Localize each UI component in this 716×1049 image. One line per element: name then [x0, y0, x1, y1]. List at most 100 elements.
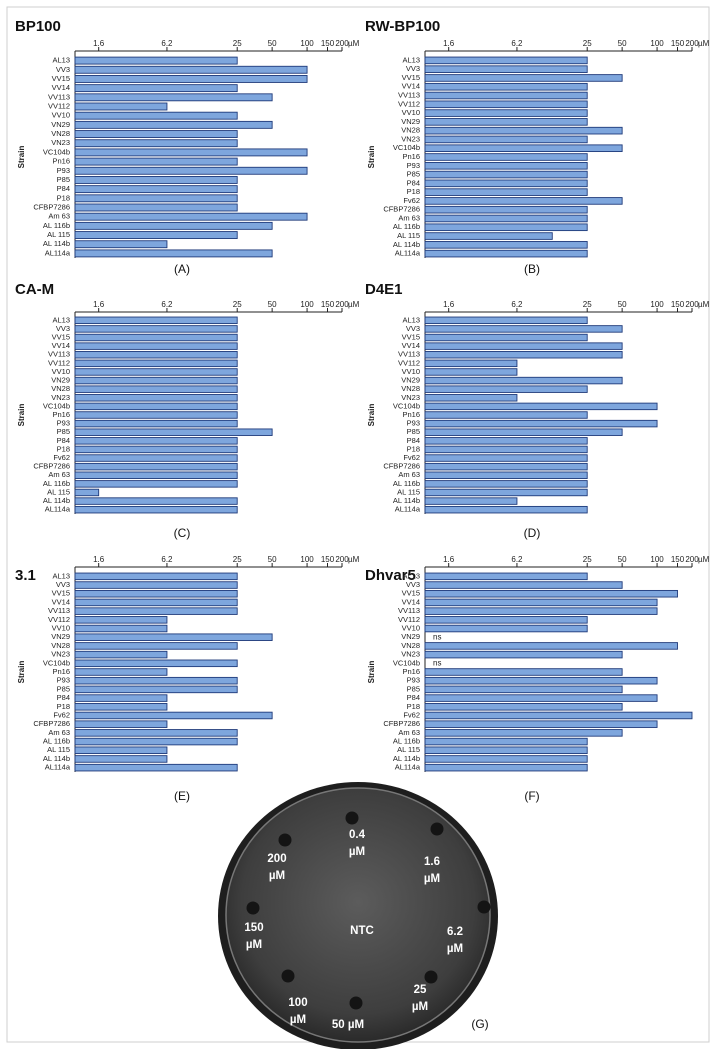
x-unit: µM	[698, 555, 710, 564]
x-tick-label: 50	[268, 555, 277, 564]
bar	[74, 589, 238, 598]
y-tick-label: VV15	[52, 333, 70, 342]
y-tick-label: AL 114b	[43, 496, 70, 505]
x-tick-label: 1.6	[443, 39, 455, 48]
y-tick-label: AL13	[52, 56, 70, 65]
y-tick-label: VV112	[398, 99, 420, 108]
bar	[74, 763, 238, 772]
bar	[424, 223, 588, 232]
y-tick-label: VV3	[406, 324, 420, 333]
y-tick-label: VN29	[401, 632, 420, 641]
y-tick-label: P18	[57, 702, 70, 711]
x-tick-label: 25	[583, 300, 592, 309]
bar	[74, 755, 168, 763]
bar	[424, 376, 623, 385]
y-tick-label: P18	[407, 444, 420, 453]
y-tick-label: AL 116b	[43, 221, 70, 230]
bar	[74, 316, 238, 325]
y-tick-label: VV113	[48, 92, 70, 101]
bar	[74, 249, 273, 258]
y-tick-label: P85	[57, 427, 70, 436]
y-tick-label: VN29	[401, 376, 420, 385]
x-tick-label: 6.2	[161, 555, 173, 564]
x-tick-label: 100	[650, 555, 664, 564]
y-tick-label: AL 114b	[393, 240, 420, 249]
y-tick-label: VV10	[402, 624, 420, 633]
bar	[424, 746, 588, 755]
y-tick-label: Am 63	[48, 728, 70, 737]
x-tick-label: 150	[321, 555, 335, 564]
bar	[74, 102, 168, 111]
y-tick-label: VV3	[56, 324, 70, 333]
y-tick-label: P93	[407, 419, 420, 428]
y-tick-label: VV112	[398, 358, 420, 367]
y-tick-label: AL 114b	[393, 496, 420, 505]
y-axis-label: Strain	[17, 661, 26, 684]
y-tick-label: AL 115	[397, 487, 420, 496]
bar	[74, 385, 238, 393]
x-tick-label: 25	[233, 300, 242, 309]
bar	[74, 212, 308, 221]
bar	[424, 642, 678, 650]
x-tick-label: 25	[233, 39, 242, 48]
bar	[424, 351, 623, 359]
bar	[424, 737, 588, 746]
x-tick-label: 150	[671, 39, 685, 48]
bar	[424, 205, 588, 214]
bar	[424, 428, 623, 436]
y-tick-label: AL13	[402, 315, 420, 324]
y-axis-label: Strain	[17, 146, 26, 169]
bar	[424, 572, 588, 581]
y-tick-label: P93	[407, 676, 420, 685]
y-tick-label: VC104b	[393, 658, 420, 667]
bar	[424, 91, 588, 100]
chart-title: 3.1	[15, 567, 36, 584]
bar	[424, 505, 588, 514]
bar	[74, 598, 238, 607]
y-tick-label: P18	[407, 702, 420, 711]
y-tick-label: CFBP7286	[33, 719, 70, 728]
chart-panel: CA-M 1.6 6.2 25 50 100 150 200 µM AL13VV3VV15VV14…	[15, 281, 360, 540]
y-tick-label: CFBP7286	[383, 719, 420, 728]
x-tick-label: 1.6	[93, 39, 105, 48]
y-tick-label: AL13	[402, 55, 420, 64]
bar	[424, 144, 623, 153]
x-tick-label: 50	[268, 300, 277, 309]
bar	[74, 84, 238, 93]
y-tick-label: VV15	[52, 74, 70, 83]
well	[424, 970, 438, 984]
y-tick-label: VV113	[398, 91, 420, 100]
x-tick-label: 150	[321, 39, 335, 48]
bar	[74, 185, 238, 194]
y-tick-label: VV10	[52, 367, 70, 376]
well-label: 150	[244, 922, 263, 934]
y-tick-label: P93	[407, 161, 420, 170]
bar	[424, 755, 588, 763]
y-tick-label: VN28	[51, 384, 70, 393]
bar	[424, 497, 518, 505]
bar	[424, 616, 588, 624]
bar	[424, 624, 588, 633]
bar	[424, 118, 588, 126]
well	[281, 969, 295, 983]
x-tick-label: 6.2	[511, 555, 523, 564]
y-tick-label: VV113	[398, 350, 420, 359]
x-tick-label: 150	[321, 300, 335, 309]
bar	[74, 359, 238, 368]
bar	[424, 249, 588, 258]
x-tick-label: 50	[268, 39, 277, 48]
y-tick-label: Pn16	[402, 667, 420, 676]
x-tick-label: 1.6	[93, 555, 105, 564]
bar	[74, 231, 238, 239]
x-tick-label: 200	[685, 300, 699, 309]
bar	[74, 93, 273, 102]
bar	[424, 454, 588, 462]
y-tick-label: VV15	[402, 589, 420, 598]
bar	[74, 402, 238, 411]
y-tick-label: VV15	[402, 73, 420, 82]
bar	[424, 342, 623, 350]
y-tick-label: VN29	[401, 117, 420, 126]
bar	[74, 240, 168, 249]
well	[246, 901, 260, 915]
